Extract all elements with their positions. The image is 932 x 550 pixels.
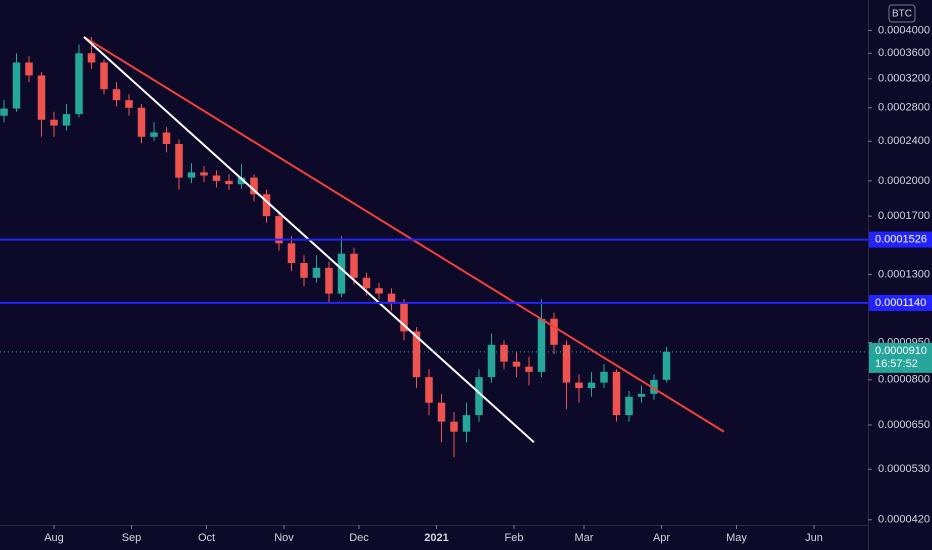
y-tick-label: 0.0002800 [878, 102, 930, 114]
candle-body [575, 382, 583, 389]
candle-body [312, 267, 321, 278]
y-tick-label: 0.0003600 [878, 47, 930, 59]
y-tick-label: 0.0001700 [878, 210, 930, 222]
candle-body [262, 194, 271, 217]
candle-body [250, 177, 258, 195]
candle-body [100, 62, 108, 90]
candle-body [175, 144, 183, 178]
candle-body [112, 89, 121, 101]
candle-body [550, 318, 558, 345]
candle-body [562, 344, 571, 383]
x-tick-label: Jun [805, 532, 823, 544]
candle-body [237, 177, 246, 185]
candle-body [325, 267, 333, 294]
x-tick-label: May [726, 532, 747, 544]
x-tick-label: 2021 [424, 532, 448, 544]
x-tick-label: Mar [575, 532, 594, 544]
x-tick-label: Aug [44, 532, 64, 544]
candle-body [600, 371, 608, 383]
y-tick-label: 0.0003200 [878, 73, 930, 85]
x-tick-label: Sep [122, 532, 142, 544]
candle-body [50, 119, 58, 126]
candle-body [612, 371, 621, 416]
candle-body [137, 107, 146, 137]
x-tick-label: Nov [274, 532, 294, 544]
currency-label[interactable]: BTC [892, 9, 912, 20]
candle-body [62, 114, 71, 126]
candle-body [75, 53, 83, 115]
candle-body [650, 379, 658, 394]
level-label-box [869, 294, 932, 311]
level-label: 0.0001526 [875, 234, 927, 246]
candle-body [87, 53, 96, 63]
y-tick-label: 0.0004000 [878, 24, 930, 36]
candle-body [225, 180, 233, 185]
candle-body [125, 100, 133, 108]
x-tick-label: Oct [198, 532, 215, 544]
candle-body [625, 396, 633, 416]
candle-body [462, 415, 471, 432]
candle-body [637, 393, 646, 397]
candle-body [387, 293, 396, 303]
x-tick-label: Dec [349, 532, 369, 544]
x-tick-label: Apr [653, 532, 670, 544]
candle-body [437, 402, 446, 422]
candle-body [412, 331, 421, 378]
y-tick-label: 0.0002000 [878, 175, 930, 187]
candle-body [587, 382, 596, 389]
trend-line [83, 36, 725, 433]
candle-body [662, 351, 671, 380]
candle-body [475, 377, 483, 416]
candle-body [512, 361, 521, 367]
candle-body [162, 132, 171, 145]
candle-body [212, 175, 221, 181]
candle-body [0, 108, 8, 116]
y-tick-label: 0.0000650 [878, 419, 930, 431]
currency-box[interactable] [888, 4, 916, 23]
candle-body [400, 302, 408, 332]
plot-area [0, 36, 671, 458]
candle-body [500, 344, 508, 362]
candle-body [362, 277, 371, 289]
y-tick-label: 0.0000420 [878, 514, 930, 526]
candle-body [450, 421, 458, 432]
y-tick-label: 0.0000530 [878, 463, 930, 475]
candle-body [150, 132, 158, 137]
candle-body [37, 75, 46, 120]
last-price-label: 0.0000910 [875, 345, 927, 357]
candle-body [425, 377, 433, 403]
candle-body [200, 172, 208, 176]
candle-body [287, 243, 296, 264]
candle-body [537, 318, 546, 372]
candle-body [275, 216, 283, 244]
y-tick-label: 0.0001300 [878, 268, 930, 280]
candle-body [487, 344, 496, 378]
countdown-label: 16:57:52 [875, 358, 918, 370]
y-tick-label: 0.0002400 [878, 135, 930, 147]
candle-body [375, 288, 383, 294]
candle-body [12, 62, 21, 109]
candle-body [187, 172, 196, 178]
candle-body [337, 253, 346, 294]
candle-body [525, 366, 533, 372]
candle-body [300, 263, 308, 278]
candle-body [350, 253, 358, 278]
level-label: 0.0001140 [875, 297, 926, 309]
last-price-box [869, 342, 932, 373]
candle-body [25, 62, 33, 76]
y-tick-label: 0.0000800 [878, 374, 930, 386]
level-label-box [869, 231, 932, 248]
x-tick-label: Feb [505, 532, 524, 544]
